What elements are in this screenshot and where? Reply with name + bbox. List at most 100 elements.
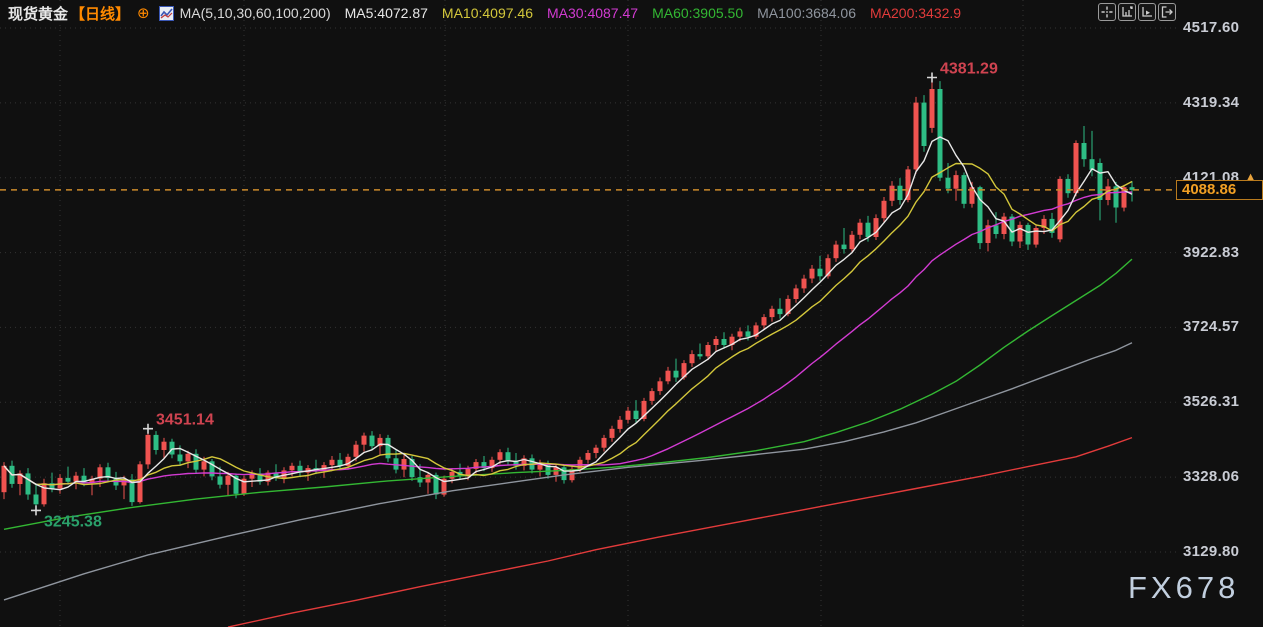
- ma-legend-item-ma200: MA200:3432.9: [870, 5, 962, 21]
- ma-settings-label[interactable]: MA(5,10,30,60,100,200): [179, 5, 331, 21]
- candle-body: [833, 244, 839, 259]
- ma-legend-item-ma100: MA100:3684.06: [757, 5, 856, 21]
- timeframe-label[interactable]: 【日线】: [70, 5, 131, 23]
- candle-body: [177, 454, 183, 462]
- candle-body: [329, 459, 335, 466]
- candle-body: [865, 222, 871, 237]
- add-instrument-icon[interactable]: ⊕: [137, 5, 150, 22]
- exit-chart-button[interactable]: [1158, 3, 1176, 21]
- candle-body: [353, 444, 359, 457]
- candle-body: [1057, 178, 1063, 240]
- candle-body: [537, 463, 543, 470]
- candle-body: [889, 185, 895, 201]
- candle-body: [1121, 187, 1127, 208]
- candle-body: [433, 474, 439, 495]
- chart-toolbar: [1098, 3, 1176, 21]
- extreme-price-annotation: 3451.14: [156, 412, 214, 429]
- candle-body: [521, 458, 527, 466]
- candle-body: [665, 370, 671, 382]
- axis-playback-button[interactable]: [1138, 3, 1156, 21]
- exit-icon: [1161, 6, 1173, 18]
- current-price-value: 4088.86: [1182, 181, 1237, 198]
- candle-body: [513, 461, 519, 466]
- candle-body: [249, 473, 255, 479]
- indicator-chip-icon[interactable]: [158, 5, 174, 21]
- ma-legend-item-ma30: MA30:4087.47: [546, 5, 639, 21]
- candle-body: [121, 479, 127, 486]
- crosshair-icon: [1101, 6, 1113, 18]
- candle-body: [881, 200, 887, 219]
- ma-legend-item-ma60: MA60:3905.50: [652, 5, 744, 21]
- ma-line-ma200: [227, 436, 1133, 627]
- candle-body: [377, 437, 383, 447]
- ma-line-ma10: [3, 162, 1133, 486]
- extreme-marker-icon: [31, 505, 41, 516]
- candle-body: [393, 458, 399, 470]
- candle-body: [737, 331, 743, 337]
- candle-body: [169, 441, 175, 455]
- extreme-marker-icon: [143, 423, 153, 434]
- candle-body: [601, 437, 607, 448]
- axis-scale-button[interactable]: [1118, 3, 1136, 21]
- candle-body: [57, 477, 63, 489]
- candle-body: [81, 475, 87, 484]
- candle-body: [697, 354, 703, 357]
- candle-body: [817, 268, 823, 277]
- candle-body: [937, 89, 943, 178]
- candle-body: [297, 465, 303, 473]
- candle-body: [497, 452, 503, 460]
- candle-body: [1033, 228, 1039, 245]
- candle-body: [969, 187, 975, 204]
- candle-body: [633, 410, 639, 419]
- candle-body: [705, 345, 711, 357]
- candle-body: [713, 339, 719, 345]
- candle-body: [505, 452, 511, 462]
- candle-body: [1017, 224, 1023, 242]
- candle-body: [361, 435, 367, 445]
- candle-body: [1089, 159, 1095, 170]
- candle-body: [369, 435, 375, 447]
- candle-body: [1073, 143, 1079, 194]
- chart-header: 现货黄金 【日线】 ⊕ MA(5,10,30,60,100,200) MA5:4…: [8, 3, 961, 23]
- candle-body: [905, 169, 911, 200]
- candle-body: [385, 437, 391, 459]
- candle-body: [153, 434, 159, 450]
- ma-line-ma100: [3, 342, 1133, 601]
- candle-body: [593, 447, 599, 453]
- ma-line-ma30: [3, 191, 1133, 486]
- axis-playback-icon: [1142, 7, 1152, 17]
- candle-body: [977, 187, 983, 244]
- candle-body: [689, 354, 695, 364]
- candle-body: [785, 298, 791, 314]
- candle-body: [985, 225, 991, 243]
- ma-legend-item-ma10: MA10:4097.46: [441, 5, 533, 21]
- candle-body: [953, 175, 959, 189]
- axis-scale-icon: [1122, 6, 1133, 17]
- candles: [1, 79, 1135, 509]
- ma-line-ma5: [3, 136, 1133, 491]
- candle-body: [1001, 216, 1007, 234]
- candle-body: [201, 461, 207, 470]
- candle-body: [1081, 143, 1087, 160]
- candle-body: [873, 218, 879, 237]
- candle-body: [793, 288, 799, 299]
- candle-body: [449, 471, 455, 479]
- candle-body: [961, 175, 967, 204]
- candle-body: [921, 102, 927, 146]
- candle-body: [721, 339, 727, 345]
- crosshair-tool-button[interactable]: [1098, 3, 1116, 21]
- candle-body: [545, 463, 551, 475]
- ma-line-ma60: [3, 258, 1133, 530]
- candle-body: [105, 467, 111, 478]
- candle-body: [161, 441, 167, 450]
- candle-body: [809, 268, 815, 279]
- current-price-label: 4088.86 ▲: [1176, 171, 1263, 200]
- ma-lines: [3, 136, 1133, 627]
- candle-body: [409, 459, 415, 478]
- candle-body: [281, 470, 287, 478]
- candle-body: [225, 475, 231, 485]
- annotations: 4381.29 3451.14 3245.38: [31, 61, 998, 530]
- candle-body: [441, 478, 447, 495]
- candle-body: [465, 468, 471, 477]
